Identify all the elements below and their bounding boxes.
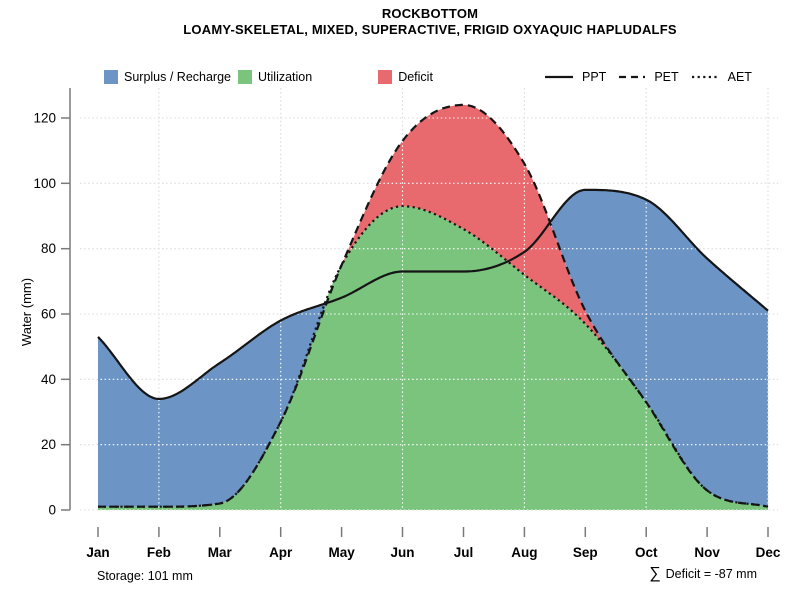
- month-label: Apr: [269, 545, 293, 560]
- utilization-swatch: [238, 70, 253, 84]
- month-label: Oct: [635, 545, 658, 560]
- y-axis-title: Water (mm): [19, 277, 34, 347]
- month-label: Jul: [454, 545, 474, 560]
- legend-label-surplus: Surplus / Recharge: [124, 70, 232, 84]
- y-tick-label: 80: [41, 241, 56, 256]
- y-tick-label: 0: [48, 503, 56, 518]
- month-label: May: [328, 545, 355, 560]
- month-label: Aug: [511, 545, 537, 560]
- legend: Surplus / Recharge Utilization Deficit P…: [0, 67, 800, 87]
- aet-line-sample: [691, 75, 719, 79]
- legend-area-group: Surplus / Recharge Utilization Deficit: [104, 67, 433, 87]
- y-tick-label: 20: [41, 437, 56, 452]
- deficit-annotation-text: Deficit = -87 mm: [665, 567, 757, 581]
- y-tick-label: 60: [41, 307, 56, 322]
- month-label: Jun: [390, 545, 414, 560]
- legend-item-pet: PET: [619, 70, 679, 84]
- legend-label-utilization: Utilization: [258, 70, 313, 84]
- storage-annotation: Storage: 101 mm: [97, 569, 193, 583]
- y-tick-label: 120: [33, 111, 56, 126]
- month-label: Sep: [573, 545, 598, 560]
- deficit-swatch: [378, 70, 393, 84]
- legend-item-ppt: PPT: [545, 70, 606, 84]
- legend-item-aet: AET: [691, 70, 752, 84]
- legend-label-pet: PET: [654, 70, 679, 84]
- y-tick-label: 40: [41, 372, 56, 387]
- chart-subtitle: LOAMY-SKELETAL, MIXED, SUPERACTIVE, FRIG…: [183, 22, 677, 37]
- month-label: Jan: [86, 545, 109, 560]
- surplus-swatch: [104, 70, 118, 84]
- legend-line-group: PPT PET AET: [545, 67, 752, 87]
- y-tick-label: 100: [33, 176, 56, 191]
- utilization-area: [98, 206, 768, 510]
- legend-item-utilization: Utilization: [238, 70, 312, 84]
- deficit-annotation: ∑ Deficit = -87 mm: [649, 565, 757, 582]
- pet-line-sample: [619, 75, 646, 79]
- legend-label-deficit: Deficit: [398, 70, 433, 84]
- legend-item-surplus: Surplus / Recharge: [104, 70, 231, 84]
- month-label: Feb: [147, 545, 171, 560]
- month-label: Dec: [756, 545, 781, 560]
- chart-title: ROCKBOTTOM: [381, 6, 479, 21]
- ppt-curve: [97, 188, 769, 400]
- pet-curve: [98, 103, 769, 508]
- sigma-icon: ∑: [649, 565, 661, 582]
- legend-label-ppt: PPT: [582, 70, 607, 84]
- deficit-area: [344, 104, 610, 354]
- month-label: Mar: [208, 545, 233, 560]
- legend-item-deficit: Deficit: [378, 70, 433, 84]
- month-label: Nov: [694, 545, 720, 560]
- legend-label-aet: AET: [727, 70, 752, 84]
- ppt-line-sample: [545, 75, 573, 79]
- surplus-area: [98, 189, 768, 507]
